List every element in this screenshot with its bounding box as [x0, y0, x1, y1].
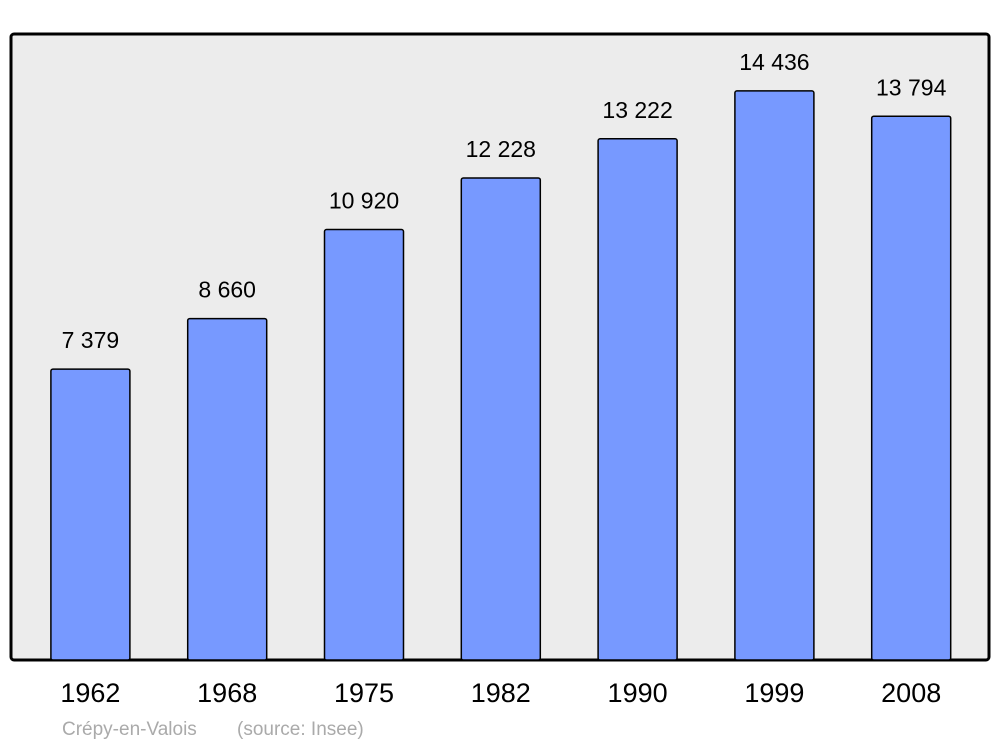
value-label: 8 660 [198, 277, 256, 303]
value-label: 7 379 [62, 327, 120, 353]
x-tick-label: 1982 [471, 678, 531, 708]
bar [186, 317, 268, 661]
bar [870, 115, 952, 661]
x-tick-label: 1975 [334, 678, 394, 708]
source: (source: Insee) [237, 719, 364, 740]
bar [50, 368, 131, 661]
value-label: 12 228 [466, 136, 536, 162]
bar [597, 138, 678, 661]
bar [323, 228, 405, 661]
value-label: 13 222 [602, 97, 672, 123]
x-tick-label: 2008 [881, 678, 941, 708]
bar [734, 90, 815, 661]
x-tick-label: 1999 [744, 678, 804, 708]
bar [460, 177, 542, 661]
value-label: 14 436 [739, 49, 809, 75]
x-tick-label: 1968 [197, 678, 257, 708]
x-tick-label: 1990 [608, 678, 668, 708]
caption: Crépy-en-Valois [62, 719, 197, 740]
value-label: 13 794 [876, 74, 947, 100]
value-label: 10 920 [329, 188, 399, 214]
x-tick-label: 1962 [60, 678, 120, 708]
